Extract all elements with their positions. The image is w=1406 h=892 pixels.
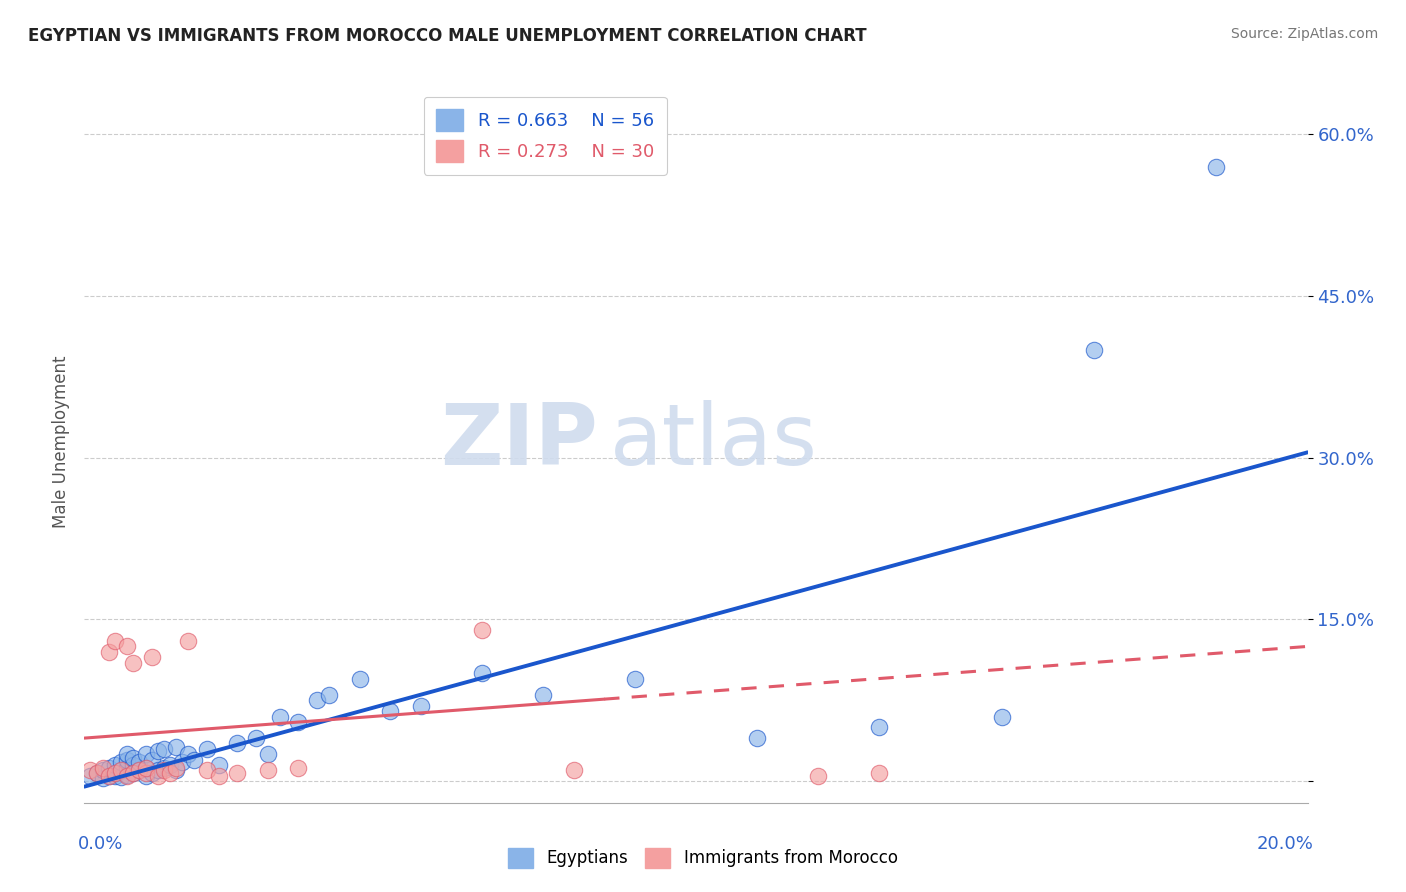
Point <box>349 672 371 686</box>
Point <box>159 765 181 780</box>
Point <box>104 765 127 780</box>
Point <box>269 709 291 723</box>
Point <box>409 698 432 713</box>
Point <box>1083 343 1105 357</box>
Legend: R = 0.663    N = 56, R = 0.273    N = 30: R = 0.663 N = 56, R = 0.273 N = 30 <box>423 96 666 175</box>
Point <box>146 744 169 758</box>
Point <box>165 761 187 775</box>
Text: 20.0%: 20.0% <box>1257 835 1313 854</box>
Point <box>86 765 108 780</box>
Point <box>97 761 120 775</box>
Point <box>195 742 218 756</box>
Point <box>97 769 120 783</box>
Point <box>115 768 138 782</box>
Point <box>159 758 181 772</box>
Point <box>122 656 145 670</box>
Point <box>104 769 127 783</box>
Point <box>305 693 328 707</box>
Point <box>257 764 280 778</box>
Point <box>153 761 176 775</box>
Point <box>110 755 132 769</box>
Point <box>122 750 145 764</box>
Point <box>146 764 169 778</box>
Point <box>380 704 402 718</box>
Point <box>257 747 280 762</box>
Point <box>128 764 150 778</box>
Point <box>86 765 108 780</box>
Point <box>318 688 340 702</box>
Point <box>624 672 647 686</box>
Point <box>226 765 249 780</box>
Point <box>287 714 309 729</box>
Point <box>128 755 150 769</box>
Point <box>869 765 891 780</box>
Text: atlas: atlas <box>610 400 818 483</box>
Point <box>97 645 120 659</box>
Point <box>91 771 114 785</box>
Point <box>97 769 120 783</box>
Point <box>135 747 157 762</box>
Point <box>135 761 157 775</box>
Point <box>471 624 494 638</box>
Point <box>153 764 176 778</box>
Point <box>135 761 157 775</box>
Point <box>79 769 101 783</box>
Point <box>869 720 891 734</box>
Point <box>531 688 554 702</box>
Point <box>165 739 187 754</box>
Point <box>747 731 769 745</box>
Point <box>110 764 132 778</box>
Legend: Egyptians, Immigrants from Morocco: Egyptians, Immigrants from Morocco <box>502 841 904 875</box>
Point <box>165 764 187 778</box>
Point <box>110 770 132 784</box>
Point <box>122 765 145 780</box>
Point <box>208 769 231 783</box>
Point <box>110 764 132 778</box>
Point <box>287 761 309 775</box>
Point <box>177 747 200 762</box>
Point <box>195 764 218 778</box>
Point <box>104 765 127 780</box>
Point <box>128 764 150 778</box>
Text: Source: ZipAtlas.com: Source: ZipAtlas.com <box>1230 27 1378 41</box>
Point <box>991 709 1014 723</box>
Point <box>115 761 138 775</box>
Point <box>122 758 145 772</box>
Point <box>79 764 101 778</box>
Point <box>153 742 176 756</box>
Point <box>141 765 163 780</box>
Point <box>177 634 200 648</box>
Y-axis label: Male Unemployment: Male Unemployment <box>52 355 70 528</box>
Point <box>1205 160 1227 174</box>
Point <box>115 769 138 783</box>
Point <box>135 769 157 783</box>
Point <box>172 755 194 769</box>
Point <box>91 761 114 775</box>
Point <box>115 640 138 654</box>
Point <box>115 747 138 762</box>
Point <box>146 769 169 783</box>
Point <box>183 753 205 767</box>
Point <box>115 753 138 767</box>
Point <box>91 764 114 778</box>
Point <box>104 634 127 648</box>
Point <box>141 650 163 665</box>
Text: ZIP: ZIP <box>440 400 598 483</box>
Point <box>245 731 267 745</box>
Point <box>135 765 157 780</box>
Point <box>471 666 494 681</box>
Point <box>141 753 163 767</box>
Point <box>208 758 231 772</box>
Point <box>104 758 127 772</box>
Point <box>562 764 585 778</box>
Text: EGYPTIAN VS IMMIGRANTS FROM MOROCCO MALE UNEMPLOYMENT CORRELATION CHART: EGYPTIAN VS IMMIGRANTS FROM MOROCCO MALE… <box>28 27 866 45</box>
Point <box>122 765 145 780</box>
Point <box>807 769 830 783</box>
Point <box>226 737 249 751</box>
Text: 0.0%: 0.0% <box>79 835 124 854</box>
